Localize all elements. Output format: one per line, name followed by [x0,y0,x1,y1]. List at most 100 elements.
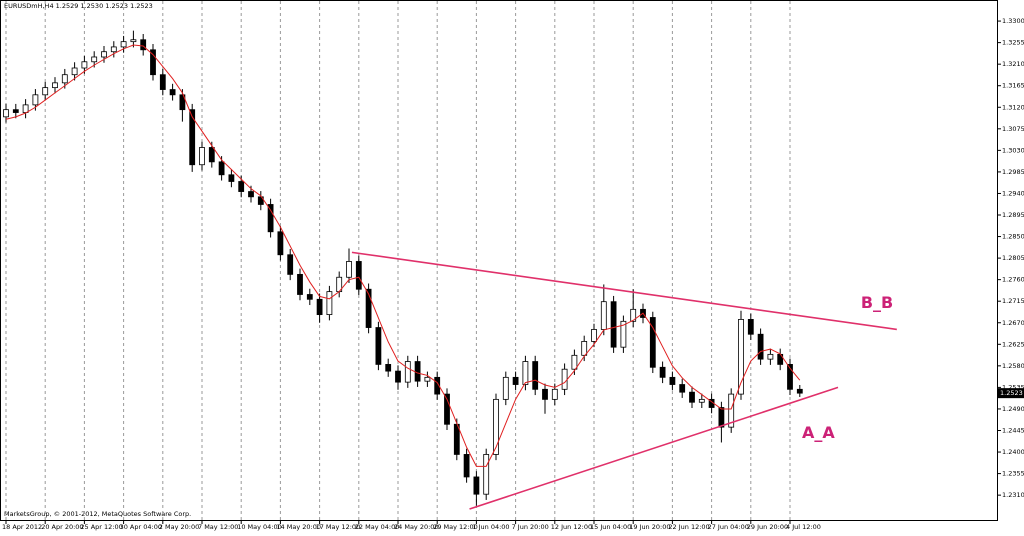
x-tick-label: 27 Jun 04:00 [708,523,749,531]
candle-body [444,393,450,425]
candle-body [189,109,196,166]
candle-body [326,291,333,316]
candle-body [101,51,107,58]
candle-body [42,87,49,96]
x-tick-label: 1 Jun 04:00 [472,523,509,531]
candle-body [591,329,597,342]
y-tick-label: 1.2760 [1002,276,1024,284]
candle-body [718,407,725,428]
plot-frame [0,0,998,521]
candle-body [346,261,352,278]
candle-body [561,368,568,390]
candle-body [610,301,617,348]
y-tick-label: 1.2535 [1002,383,1024,391]
candle-body [434,376,441,395]
y-tick-label: 1.2805 [1002,254,1024,262]
x-tick-label: 19 Jun 20:00 [629,523,670,531]
candle-body [277,231,284,256]
candle-body [287,254,294,275]
candle-body [297,273,303,295]
chart-title: EURUSDmH,H4 1.2529 1.2530 1.2523 1.2523 [4,2,153,10]
candle-body [140,39,147,51]
candle-body [600,301,607,330]
candle-body [257,196,264,205]
candle-body [522,361,529,385]
candle-body [542,388,548,400]
candle-body [581,341,588,356]
x-tick-label: 25 Apr 12:00 [80,523,122,531]
x-tick-label: 20 Apr 20:00 [41,523,83,531]
y-tick-label: 1.2895 [1002,211,1024,219]
candle-body [424,376,431,382]
x-tick-label: 30 Apr 04:00 [120,523,162,531]
copyright: MarketsGroup, © 2001-2012, MetaQuotes So… [4,510,191,518]
candle-body [747,318,754,335]
price-marker-label: 1.2523 [1000,389,1023,397]
price-marker [998,388,1024,399]
y-tick-label: 1.2310 [1002,491,1024,499]
x-tick-label: 12 Jun 12:00 [551,523,592,531]
candle-body [218,161,225,176]
y-tick-label: 1.3120 [1002,103,1024,111]
candle-body [620,320,627,348]
candle-body [689,391,695,403]
candle-body [757,333,764,360]
candle-body [532,361,539,390]
x-tick-label: 7 May 12:00 [198,523,238,531]
candle-body [355,261,362,290]
x-tick-label: 29 Jun 20:00 [747,523,788,531]
candle-body [630,308,637,322]
candle-body [169,89,176,96]
x-tick-label: 2 May 20:00 [159,523,199,531]
x-tick-label: 7 Jun 20:00 [512,523,549,531]
y-tick-label: 1.3300 [1002,17,1024,25]
x-tick-label: 22 Jun 12:00 [668,523,709,531]
candle-body [571,354,578,370]
x-tick-label: 24 May 20:00 [394,523,439,531]
y-tick-label: 1.2670 [1002,319,1024,327]
candle-body [12,109,19,113]
y-tick-label: 1.2400 [1002,448,1024,456]
candle-body [91,56,98,63]
y-tick-label: 1.2490 [1002,405,1024,413]
candle-body [267,204,274,233]
candle-body [52,82,58,89]
candle-body [375,327,382,365]
candle-body [199,147,205,166]
candle-body [110,46,117,53]
candle-body [473,476,480,495]
candle-body [3,109,9,118]
y-tick-label: 1.3255 [1002,39,1024,47]
candle-body [404,361,411,383]
candle-body [679,384,686,393]
candle-body [483,454,490,495]
x-tick-label: 14 May 20:00 [276,523,321,531]
candle-body [208,147,215,163]
y-tick-label: 1.2625 [1002,340,1024,348]
candle-body [787,364,793,390]
y-tick-label: 1.2850 [1002,233,1024,241]
candle-body [385,364,392,372]
x-tick-label: 4 Jul 12:00 [786,523,821,531]
candle-body [71,67,78,76]
candle-body [493,398,499,455]
candle-body [130,39,137,43]
x-tick-label: 15 Jun 04:00 [590,523,631,531]
x-tick-label: 29 May 12:00 [433,523,478,531]
candle-body [659,366,666,378]
y-tick-label: 1.2355 [1002,470,1024,478]
trendline-label: A_A [802,423,835,442]
x-tick-label: 17 May 12:00 [316,523,361,531]
candle-body [81,61,88,69]
candle-body [365,288,372,328]
x-tick-label: 10 May 04:00 [237,523,282,531]
candle-body [306,294,313,300]
y-tick-label: 1.2940 [1002,189,1024,197]
candle-body [248,191,254,198]
candle-body [551,388,558,400]
trendline [351,251,897,331]
candle-body [150,49,156,76]
candle-body [698,398,705,403]
